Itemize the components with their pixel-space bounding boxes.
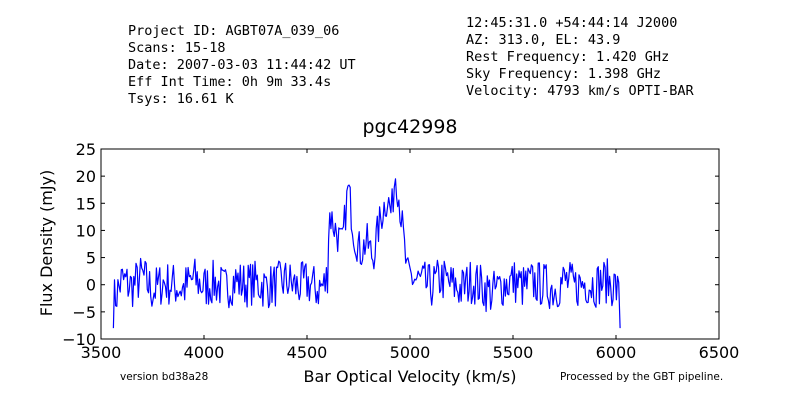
header-left-line-3: Date: 2007-03-03 11:44:42 UT [128, 57, 356, 73]
version-text: version bd38a28 [120, 371, 208, 383]
plot-area: 3500 4000 4500 5000 5500 6000 6500 −10 −5 0 5 10 15 2… [62, 140, 739, 362]
header-left-block: Project ID: AGBT07A_039_06 Scans: 15-18 … [128, 23, 356, 107]
header-right-block: 12:45:31.0 +54:44:14 J2000 AZ: 313.0, EL… [466, 15, 694, 99]
spectrum-line [112, 178, 621, 329]
y-tick-label: 10 [76, 221, 96, 240]
plot-frame [100, 148, 720, 340]
y-tick-label: −10 [62, 330, 96, 349]
processed-by-text: Processed by the GBT pipeline. [560, 371, 723, 383]
y-tick-label: 25 [76, 140, 96, 159]
chart-title: pgc42998 [362, 116, 457, 138]
header-right-line-5: Velocity: 4793 km/s OPTI-BAR [466, 83, 694, 99]
y-tick-label: 5 [86, 249, 96, 268]
x-tick-label: 6500 [699, 343, 740, 362]
header-right-line-2: AZ: 313.0, EL: 43.9 [466, 32, 620, 48]
x-tick-label: 4500 [287, 343, 328, 362]
header-right-line-4: Sky Frequency: 1.398 GHz [466, 66, 661, 82]
x-axis-label: Bar Optical Velocity (km/s) [304, 367, 517, 386]
x-tick-label: 4000 [184, 343, 225, 362]
header-left-line-2: Scans: 15-18 [128, 40, 226, 56]
header-right-line-1: 12:45:31.0 +54:44:14 J2000 [466, 15, 677, 31]
header-left-line-5: Tsys: 16.61 K [128, 91, 235, 107]
y-tick-label: 15 [76, 194, 96, 213]
y-tick-label: 20 [76, 167, 96, 186]
x-tick-label: 3500 [81, 343, 122, 362]
y-tick-label: −5 [72, 303, 96, 322]
header-left-line-4: Eff Int Time: 0h 9m 33.4s [128, 74, 331, 90]
header-right-line-3: Rest Frequency: 1.420 GHz [466, 49, 669, 65]
y-axis-label: Flux Density (mJy) [37, 170, 56, 317]
y-tick-label: 0 [86, 276, 96, 295]
x-tick-label: 5000 [390, 343, 431, 362]
header-left-line-1: Project ID: AGBT07A_039_06 [128, 23, 339, 39]
x-tick-label: 5500 [493, 343, 534, 362]
x-tick-label: 6000 [596, 343, 637, 362]
